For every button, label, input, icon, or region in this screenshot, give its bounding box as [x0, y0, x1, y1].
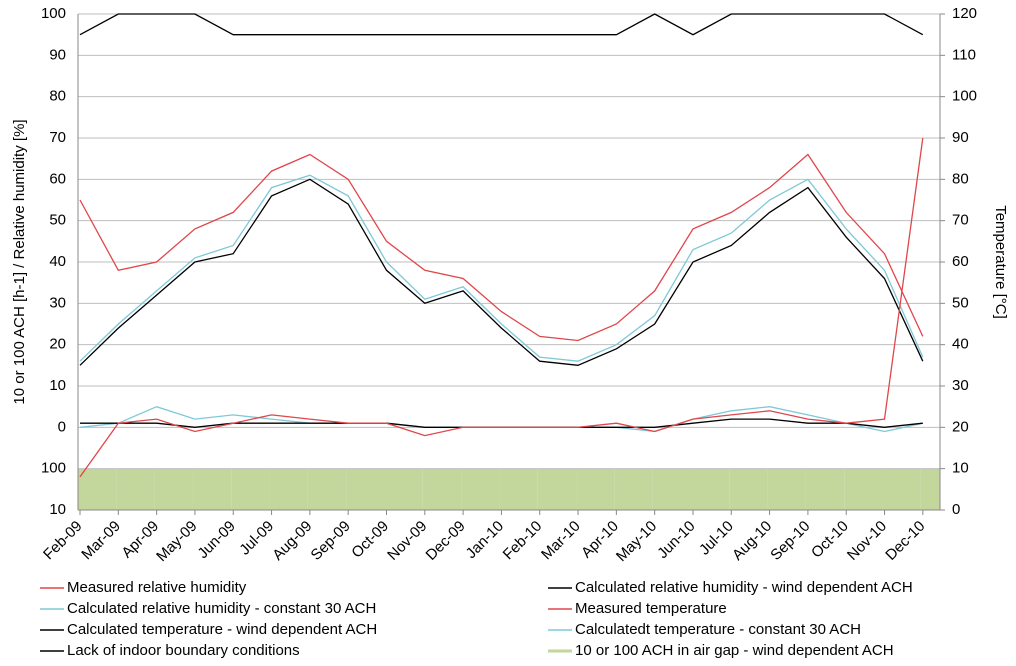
y2-tick-label: 100: [952, 88, 977, 105]
x-tick-label: Sep-09: [308, 518, 354, 564]
x-tick-label: Feb-09: [40, 518, 86, 564]
x-tick-label: Jan-10: [463, 518, 507, 562]
air-gap-bar: [192, 468, 232, 510]
legend-label: Measured relative humidity: [67, 579, 247, 596]
x-tick-label: May-09: [153, 518, 200, 565]
x-tick-label: Oct-09: [348, 518, 392, 562]
x-tick-label: May-10: [613, 518, 660, 565]
y2-tick-label: 60: [952, 253, 969, 270]
y2-tick-label: 30: [952, 377, 969, 394]
series-line: [80, 418, 923, 428]
legend-label: Calculated temperature - wind dependent …: [67, 621, 377, 638]
y-tick-label: 30: [49, 294, 66, 311]
y-tick-label: 0: [58, 418, 66, 435]
x-tick-label: Aug-09: [269, 518, 315, 564]
air-gap-bar: [537, 468, 577, 510]
x-tick-label: Nov-09: [384, 518, 430, 564]
air-gap-bar: [767, 468, 806, 510]
air-gap-bar: [920, 468, 940, 510]
series-line: [79, 153, 924, 342]
air-gap-bar: [154, 468, 193, 510]
x-tick-label: Aug-10: [729, 518, 775, 564]
x-tick-label: Dec-10: [882, 518, 928, 564]
air-gap-bar: [690, 468, 730, 510]
y-tick-label: 10: [49, 377, 66, 394]
y2-tick-label: 70: [952, 212, 969, 229]
legend-label: Calculated relative humidity - constant …: [67, 600, 376, 617]
x-tick-label: Oct-10: [808, 518, 852, 562]
air-gap-bar: [346, 468, 385, 510]
y2-tick-label: 110: [952, 46, 976, 63]
y-tick-label: 40: [49, 253, 66, 270]
y2-tick-label: 20: [952, 418, 969, 435]
series-line: [79, 137, 924, 478]
x-tick-label: Mar-09: [78, 518, 124, 564]
legend-label: 10 or 100 ACH in air gap - wind dependen…: [575, 642, 894, 659]
series-line: [79, 178, 924, 366]
y-tick-label: 60: [49, 170, 66, 187]
y-tick-label: 80: [49, 88, 66, 105]
air-gap-bar: [576, 468, 615, 510]
y2-tick-label: 0: [952, 501, 960, 518]
air-gap-bar: [116, 468, 155, 510]
air-gap-bar: [422, 468, 462, 510]
y2-axis-label: Temperature [°C]: [992, 205, 1009, 319]
legend-label: Lack of indoor boundary conditions: [67, 642, 300, 659]
legend-label: Measured temperature: [575, 600, 727, 617]
y2-tick-label: 40: [952, 336, 969, 353]
y-tick-label: 20: [49, 336, 66, 353]
legend-label: Calculatedt temperature - constant 30 AC…: [575, 621, 861, 638]
air-gap-bar: [729, 468, 768, 510]
legend-label: Calculated relative humidity - wind depe…: [575, 579, 913, 596]
x-tick-label: Dec-09: [423, 518, 469, 564]
air-gap-bar: [384, 468, 423, 510]
y2-tick-label: 90: [952, 129, 969, 146]
y2-tick-label: 80: [952, 170, 969, 187]
air-gap-bar: [805, 468, 845, 510]
x-tick-label: Mar-10: [538, 518, 584, 564]
y-tick-label: 70: [49, 129, 66, 146]
y-tick-label: 100: [41, 460, 66, 477]
y-tick-label: 90: [49, 46, 66, 63]
air-gap-bar: [307, 468, 347, 510]
y-tick-label: 100: [41, 5, 66, 22]
y-tick-label: 50: [49, 212, 66, 229]
air-gap-bar: [231, 468, 270, 510]
air-gap-bar: [269, 468, 308, 510]
y-tick-label: 10: [49, 501, 66, 518]
x-tick-label: Jun-10: [654, 518, 698, 562]
air-gap-bar: [499, 468, 538, 510]
air-gap-bar: [78, 468, 117, 510]
y2-tick-label: 120: [952, 5, 977, 22]
air-gap-bar: [882, 468, 921, 510]
x-tick-label: Nov-10: [844, 518, 890, 564]
air-gap-bar: [461, 468, 500, 510]
x-tick-label: Feb-10: [500, 518, 546, 564]
x-tick-label: Sep-10: [767, 518, 813, 564]
air-gap-bar: [652, 468, 691, 510]
air-gap-bar: [614, 468, 653, 510]
series-line: [79, 174, 924, 362]
y2-tick-label: 10: [952, 460, 969, 477]
air-gap-bar: [844, 468, 883, 510]
x-tick-label: Jun-09: [194, 518, 238, 562]
y-axis-label: 10 or 100 ACH [h-1] / Relative humidity …: [11, 119, 28, 404]
y2-tick-label: 50: [952, 294, 969, 311]
series-line: [79, 13, 924, 36]
